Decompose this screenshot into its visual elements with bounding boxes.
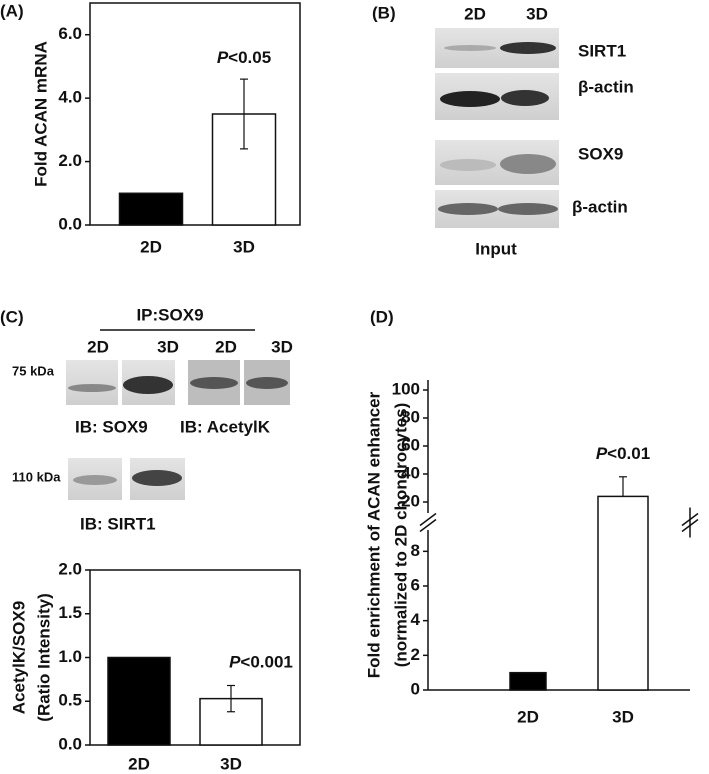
size-label: 75 kDa: [12, 363, 55, 378]
axis-break: [419, 518, 437, 533]
band: [440, 91, 500, 107]
size-label: 110 kDa: [12, 469, 61, 484]
y-tick-label: 0.0: [58, 734, 82, 753]
band: [500, 42, 556, 54]
annotation-emphasis: P: [217, 49, 229, 68]
y-tick-label: 100: [392, 379, 420, 398]
y-tick-label: 20: [401, 491, 420, 510]
band: [501, 90, 549, 106]
band: [440, 159, 496, 171]
lane-label: 3D: [271, 337, 293, 356]
blot-label: SOX9: [578, 144, 623, 163]
annotation: P<0.001: [229, 653, 293, 672]
bar: [509, 671, 547, 691]
annotation-text: <0.05: [228, 49, 271, 68]
y-tick-label: 1.0: [58, 647, 82, 666]
ib-label: IB: SOX9: [75, 417, 148, 436]
annotation-emphasis: P: [229, 653, 241, 672]
y-tick-label: 80: [401, 407, 420, 426]
lane-label: 2D: [215, 337, 237, 356]
band: [132, 470, 182, 486]
axis-break: [419, 512, 437, 527]
panel-label: (D): [370, 307, 394, 326]
y-tick-label: 40: [401, 463, 420, 482]
band: [246, 377, 288, 389]
annotation-text: <0.001: [240, 653, 292, 672]
band: [68, 384, 116, 392]
error-bar: [619, 476, 627, 497]
lane-label: 2D: [464, 4, 486, 23]
ib-label: IB: AcetylK: [180, 417, 271, 436]
band: [498, 203, 558, 215]
y-tick-label: 2.0: [58, 151, 82, 170]
y-axis-label: Fold enrichment of ACAN enhancer: [364, 391, 383, 678]
y-tick-label: 0: [411, 679, 420, 698]
bar: [118, 192, 184, 226]
band: [190, 377, 238, 389]
y-tick-label: 4: [411, 610, 421, 629]
panel-label: (A): [0, 1, 24, 20]
bar: [597, 495, 649, 691]
y-tick-label: 60: [401, 435, 420, 454]
y-tick-label: 4.0: [58, 88, 82, 107]
panel-label: (B): [372, 3, 396, 22]
blot-label: β-actin: [578, 77, 634, 96]
error-bar: [227, 684, 235, 713]
plot-frame: [89, 2, 301, 226]
band: [438, 203, 498, 215]
ib-label: IB: SIRT1: [80, 514, 156, 533]
x-tick-label: 3D: [233, 237, 255, 256]
error-bar: [240, 78, 248, 150]
annotation: P<0.05: [217, 49, 271, 68]
annotation-emphasis: P: [596, 444, 608, 463]
y-tick-label: 8: [411, 541, 420, 560]
ip-label: IP:SOX9: [136, 305, 203, 324]
blot: [66, 360, 118, 405]
panel-label: (C): [0, 307, 24, 326]
blot-footer: Input: [475, 239, 517, 258]
annotation: P<0.01: [596, 444, 650, 463]
x-tick-label: 2D: [140, 237, 162, 256]
y-axis-label: Fold ACAN mRNA: [31, 41, 50, 187]
y-tick-label: 1.5: [58, 603, 82, 622]
y-axis-label: (Ratio Intensity): [34, 593, 53, 721]
annotation-text: <0.01: [607, 444, 650, 463]
band: [123, 376, 173, 394]
band: [73, 475, 117, 485]
y-tick-label: 2: [411, 645, 420, 664]
band: [500, 154, 556, 174]
lane-label: 3D: [157, 337, 179, 356]
x-tick-label: 3D: [220, 754, 242, 773]
y-tick-label: 2.0: [58, 559, 82, 578]
x-tick-label: 2D: [517, 707, 539, 726]
y-tick-label: 0.5: [58, 691, 82, 710]
y-tick-label: 0.0: [58, 214, 82, 233]
lane-label: 3D: [526, 4, 548, 23]
y-axis-label: AcetylK/SOX9: [9, 601, 28, 714]
y-axis-label: (normalized to 2D chondrocytes): [391, 403, 410, 667]
blot-label: β-actin: [572, 197, 628, 216]
y-tick-label: 6: [411, 575, 420, 594]
bar: [107, 656, 171, 746]
band: [444, 45, 496, 51]
y-tick-label: 6.0: [58, 24, 82, 43]
blot-label: SIRT1: [578, 41, 626, 60]
x-tick-label: 3D: [612, 707, 634, 726]
lane-label: 2D: [87, 337, 109, 356]
x-tick-label: 2D: [128, 754, 150, 773]
